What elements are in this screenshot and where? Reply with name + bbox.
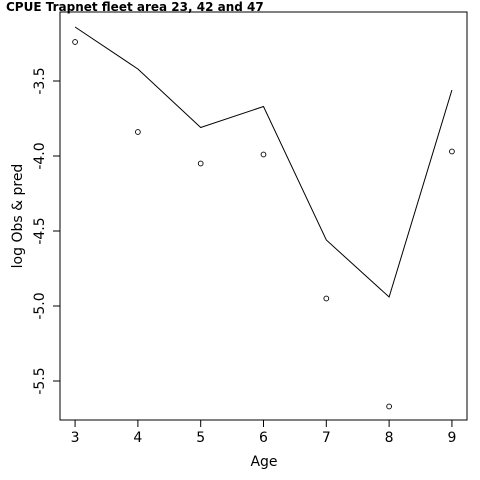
observed-point [323,295,330,302]
observed-point [197,160,204,167]
y-tick-label: -4.0 [32,142,48,169]
y-tick-label: -5.5 [32,367,48,394]
series-layer [72,26,455,410]
x-tick-label: 3 [71,430,80,446]
chart-title: CPUE Trapnet fleet area 23, 42 and 47 [6,0,264,14]
observed-point [260,151,267,158]
observed-point [135,129,141,135]
y-axis-label: log Obs & pred [10,164,26,269]
plot-frame [59,11,468,421]
y-tick-label: -3.5 [32,67,48,94]
x-tick-label: 8 [385,430,394,446]
y-tick-label: -4.5 [32,217,48,244]
x-tick-label: 5 [196,430,205,446]
observed-point [449,148,455,155]
x-tick-label: 7 [322,430,331,446]
y-axis: -3.5 -4.0 -4.5 -5.0 -5.5 [32,67,60,395]
x-axis: 3 4 5 6 7 8 9 [71,420,456,446]
observed-point [72,39,78,45]
x-axis-label: Age [250,454,277,470]
x-tick-label: 4 [133,430,142,446]
predicted-line [74,26,453,298]
x-tick-label: 9 [447,430,456,446]
y-tick-label: -5.0 [32,292,48,319]
x-tick-label: 6 [259,430,268,446]
observed-point [386,403,392,410]
